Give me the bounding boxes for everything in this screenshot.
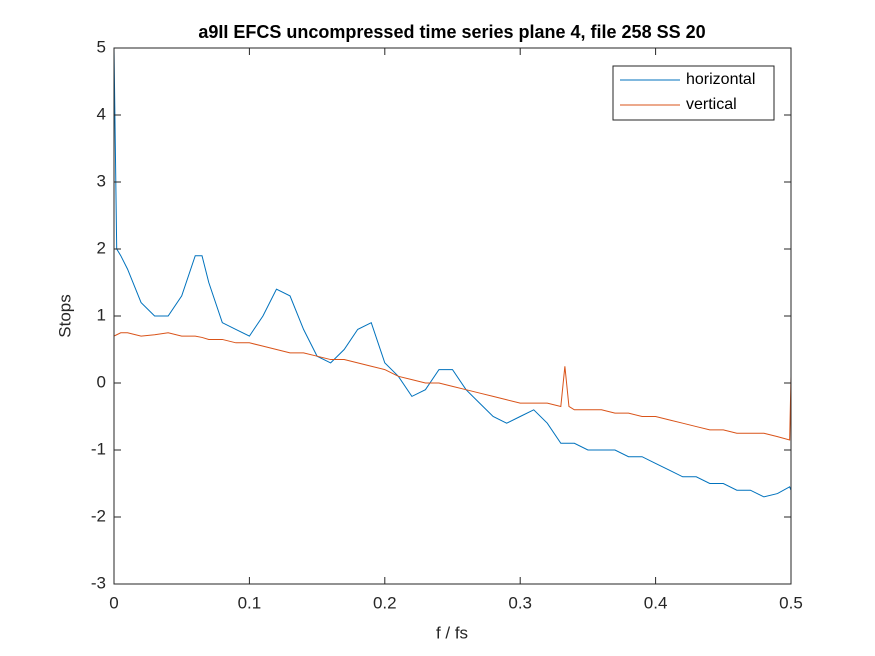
y-tick-label: 5: [97, 37, 106, 56]
y-tick-label: -3: [91, 573, 106, 592]
legend-label: vertical: [686, 96, 737, 113]
legend-box: [612, 65, 775, 121]
x-tick-label: 0.1: [238, 593, 262, 612]
x-axis-label: f / fs: [436, 623, 468, 642]
y-tick-label: -2: [91, 506, 106, 525]
y-axis-label: Stops: [55, 294, 74, 337]
legend-label: horizontal: [686, 71, 755, 88]
y-tick-label: 4: [97, 104, 106, 123]
y-tick-label: -1: [91, 439, 106, 458]
x-tick-label: 0.2: [373, 593, 397, 612]
x-tick-label: 0: [109, 593, 118, 612]
y-tick-label: 1: [97, 305, 106, 324]
y-tick-label: 0: [97, 372, 106, 391]
data-line: [113, 332, 792, 441]
data-line: [113, 47, 792, 498]
x-tick-label: 0.5: [779, 593, 803, 612]
x-tick-label: 0.3: [508, 593, 532, 612]
x-tick-label: 0.4: [644, 593, 668, 612]
y-tick-label: 3: [97, 171, 106, 190]
y-tick-label: 2: [97, 238, 106, 257]
chart-title: a9II EFCS uncompressed time series plane…: [198, 22, 705, 42]
